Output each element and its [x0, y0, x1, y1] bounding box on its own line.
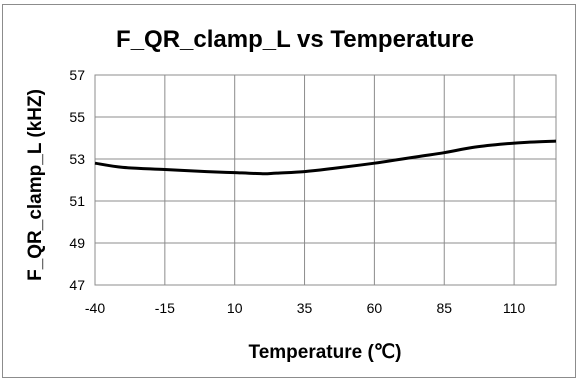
grid: [94, 74, 556, 286]
x-tick-labels: -40 -15 10 35 60 85 110: [85, 300, 526, 316]
x-axis-title: Temperature (℃): [249, 342, 402, 363]
x-tick-label: -15: [155, 300, 175, 316]
x-tick-label: 110: [503, 300, 526, 316]
y-tick-label: 47: [69, 277, 85, 293]
y-tick-label: 55: [69, 109, 85, 125]
y-tick-label: 57: [69, 67, 85, 83]
y-axis-title: F_QR_clamp_L (kHZ): [25, 89, 46, 281]
x-tick-label: 85: [436, 300, 452, 316]
chart-title: F_QR_clamp_L vs Temperature: [116, 26, 474, 53]
x-tick-label: 60: [367, 300, 383, 316]
plot-area-border: [94, 74, 557, 286]
x-tick-label: -40: [85, 300, 105, 316]
y-tick-label: 51: [69, 193, 85, 209]
series-line: [94, 139, 557, 176]
chart-frame: [2, 4, 576, 378]
y-tick-label: 53: [69, 151, 85, 167]
series-layer: [94, 139, 557, 176]
plot-border: [94, 74, 557, 286]
x-tick-label: 35: [297, 300, 313, 316]
y-tick-label: 49: [69, 235, 85, 251]
x-tick-label: 10: [227, 300, 243, 316]
y-tick-labels: 47 49 51 53 55 57: [69, 67, 85, 293]
